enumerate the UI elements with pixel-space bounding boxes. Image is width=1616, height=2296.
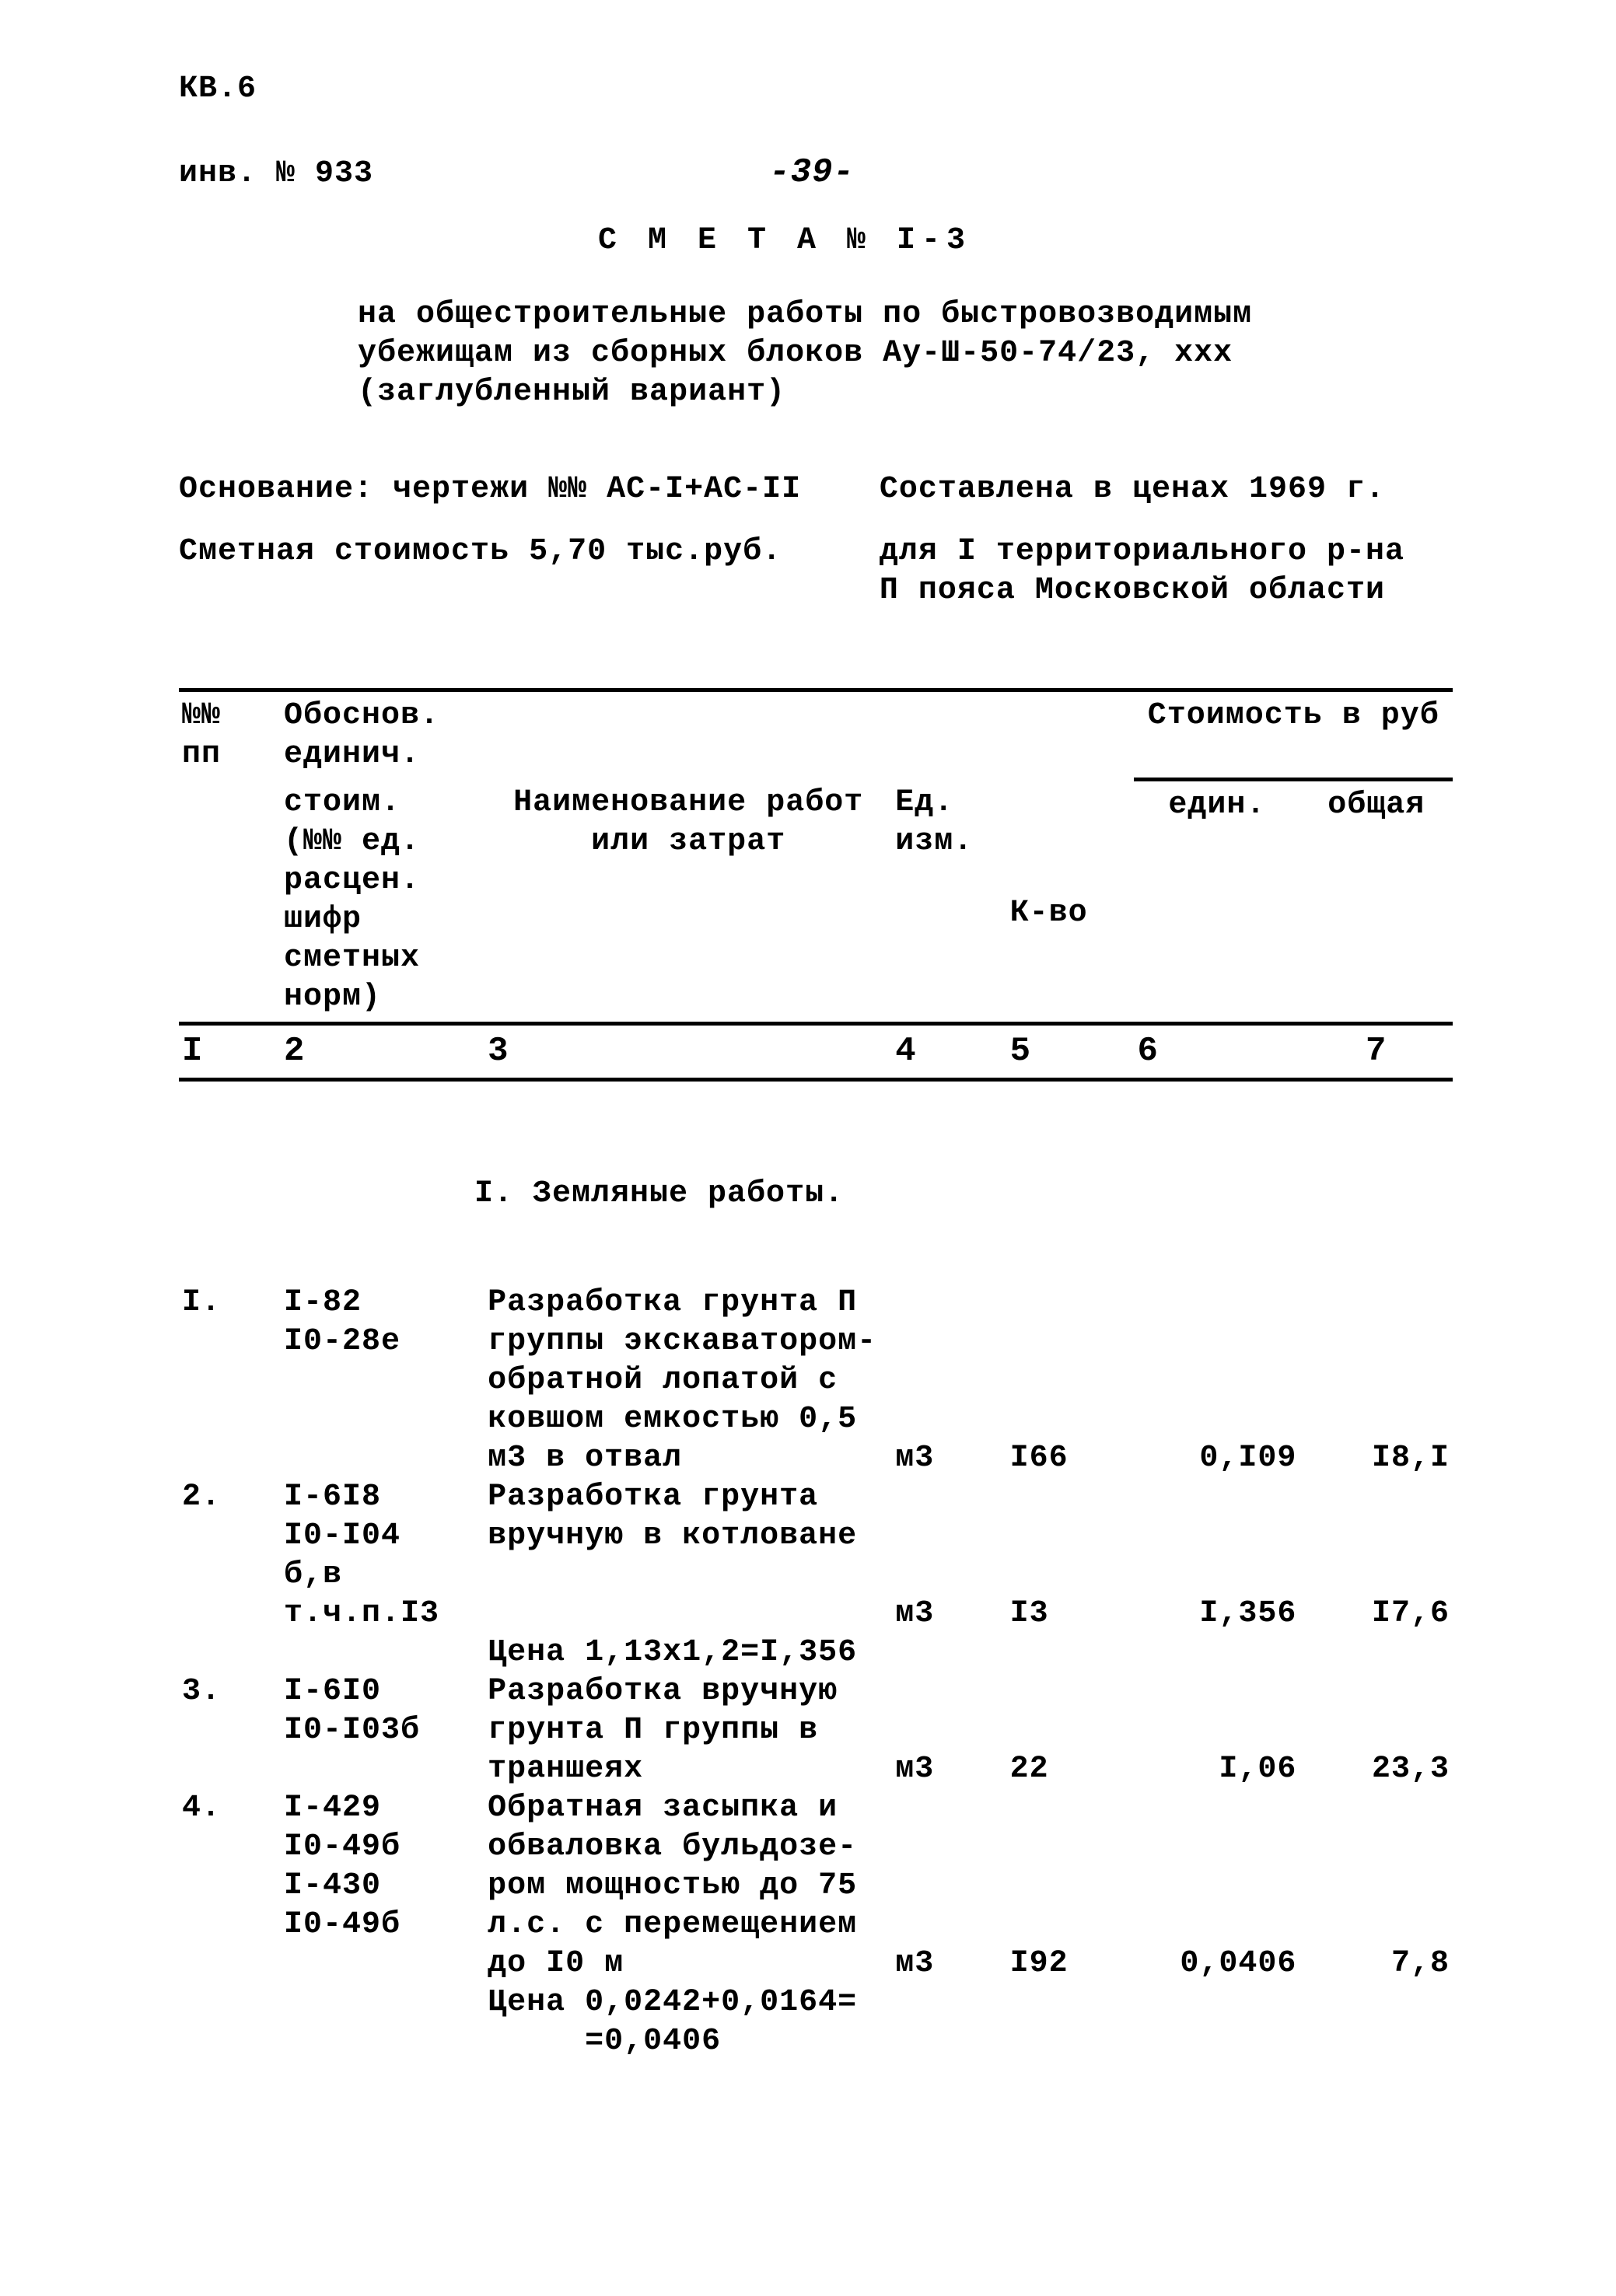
table-row: 4.I-429I0-49бI-430I0-49бОбратная засыпка… <box>179 1789 1453 1983</box>
row-total: I7,6 <box>1299 1478 1453 1634</box>
table-header: №№ пп Обоснов. единич. Стоимость в руб с… <box>179 688 1453 1082</box>
col-header: норм) <box>284 980 381 1015</box>
table-row-note: Цена 0,0242+0,0164= =0,0406 <box>179 1983 1453 2061</box>
document-subtitle: на общестроительные работы по быстровозв… <box>358 295 1291 412</box>
row-basis: I-6I0I0-I03б <box>281 1672 484 1789</box>
basis-label: Основание: чертежи №№ АС-I+АС-II <box>179 470 880 509</box>
row-name: Разработка грунтавручную в котловане <box>484 1478 892 1634</box>
region-line: для I территориального р-на <box>880 533 1453 571</box>
page-number: -39- <box>373 152 1453 194</box>
row-total: 7,8 <box>1299 1789 1453 1983</box>
col-header: шифр <box>284 902 362 937</box>
table-row: 2.I-6I8I0-I04б,вт.ч.п.I3Разработка грунт… <box>179 1478 1453 1634</box>
col-header: изм. <box>895 824 973 859</box>
col-number: 4 <box>892 1024 1006 1080</box>
price-note: Цена 0,0242+0,0164= =0,0406 <box>484 1983 1453 2061</box>
col-header: или затрат <box>591 824 785 859</box>
table-row: 3.I-6I0I0-I03бРазработка вручнуюгрунта П… <box>179 1672 1453 1789</box>
doc-id: КВ.6 <box>179 70 1453 109</box>
col-header: Обоснов. <box>284 698 439 733</box>
subtitle-line: (заглубленный вариант) <box>358 373 1291 412</box>
row-unit: м3 <box>892 1284 1006 1478</box>
col-header: един. <box>1168 788 1265 823</box>
col-number: 6 <box>1134 1024 1299 1080</box>
table-row-note: Цена 1,13х1,2=I,356 <box>179 1634 1453 1672</box>
row-unit: м3 <box>892 1789 1006 1983</box>
col-header: стоим. <box>284 785 401 820</box>
row-name: Разработка вручнуюгрунта П группы втранш… <box>484 1672 892 1789</box>
section-title: I. Земляные работы. <box>474 1175 1453 1214</box>
row-basis: I-429I0-49бI-430I0-49б <box>281 1789 484 1983</box>
row-unit: м3 <box>892 1672 1006 1789</box>
col-number: 2 <box>281 1024 484 1080</box>
row-qty: I3 <box>1007 1478 1135 1634</box>
col-header: №№ <box>182 698 221 733</box>
row-qty: 22 <box>1007 1672 1135 1789</box>
row-total: I8,I <box>1299 1284 1453 1478</box>
col-header: общая <box>1327 788 1425 823</box>
row-basis: I-82I0-28е <box>281 1284 484 1478</box>
col-header: Стоимость в руб <box>1148 698 1439 733</box>
subtitle-line: убежищам из сборных блоков Ау-Ш-50-74/23… <box>358 334 1291 373</box>
row-number: 2. <box>179 1478 281 1634</box>
col-header: Наименование работ <box>513 785 863 820</box>
prices-label: Составлена в ценах 1969 г. <box>880 470 1453 509</box>
row-total: 23,3 <box>1299 1672 1453 1789</box>
table-row: I.I-82I0-28еРазработка грунта Пгруппы эк… <box>179 1284 1453 1478</box>
col-header: сметных <box>284 941 420 976</box>
document-title: С М Е Т А № I-3 <box>179 222 1453 260</box>
row-number: 3. <box>179 1672 281 1789</box>
cost-label: Сметная стоимость 5,70 тыс.руб. <box>179 533 880 610</box>
cost-table: I.I-82I0-28еРазработка грунта Пгруппы эк… <box>179 1284 1453 2061</box>
inventory-number: инв. № 933 <box>179 155 373 194</box>
row-name: Обратная засыпка иобваловка бульдозе-ром… <box>484 1789 892 1983</box>
price-note: Цена 1,13х1,2=I,356 <box>484 1634 1453 1672</box>
subtitle-line: на общестроительные работы по быстровозв… <box>358 295 1291 334</box>
row-unit: м3 <box>892 1478 1006 1634</box>
col-number: 7 <box>1299 1024 1453 1080</box>
row-rate: I,06 <box>1134 1672 1299 1789</box>
row-qty: I66 <box>1007 1284 1135 1478</box>
col-number: 3 <box>484 1024 892 1080</box>
row-qty: I92 <box>1007 1789 1135 1983</box>
col-header: единич. <box>284 737 420 772</box>
col-header: расцен. <box>284 863 420 898</box>
col-header: К-во <box>1010 896 1088 931</box>
row-name: Разработка грунта Пгруппы экскаватором-о… <box>484 1284 892 1478</box>
col-header: пп <box>182 737 221 772</box>
row-rate: I,356 <box>1134 1478 1299 1634</box>
row-rate: 0,I09 <box>1134 1284 1299 1478</box>
row-rate: 0,0406 <box>1134 1789 1299 1983</box>
col-number: I <box>179 1024 281 1080</box>
col-number: 5 <box>1007 1024 1135 1080</box>
row-number: I. <box>179 1284 281 1478</box>
col-header: Ед. <box>895 785 953 820</box>
row-number: 4. <box>179 1789 281 1983</box>
col-header: (№№ ед. <box>284 824 420 859</box>
region-line: П пояса Московской области <box>880 571 1453 610</box>
row-basis: I-6I8I0-I04б,вт.ч.п.I3 <box>281 1478 484 1634</box>
